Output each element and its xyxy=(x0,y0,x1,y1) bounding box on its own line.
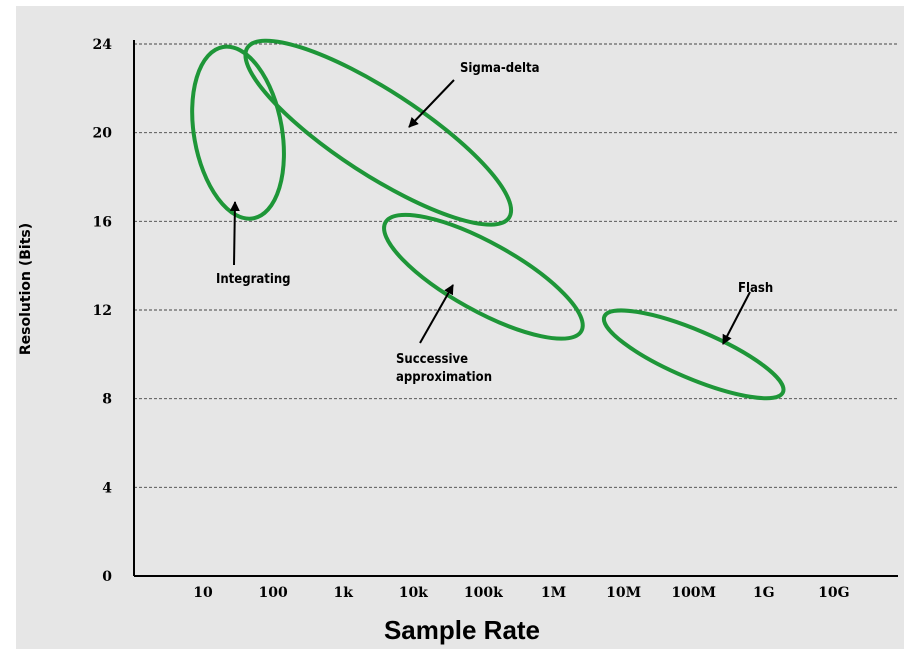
x-tick-label: 1G xyxy=(753,585,775,601)
label-sigma-delta: Sigma-delta xyxy=(460,61,540,76)
y-tick-label: 16 xyxy=(93,214,112,230)
x-tick-label: 1M xyxy=(541,585,566,601)
arrow-integrating xyxy=(229,201,240,266)
y-tick-label: 12 xyxy=(93,303,112,319)
x-tick-label: 10M xyxy=(606,585,641,601)
x-tick-label: 10G xyxy=(818,585,849,601)
x-tick-label: 10 xyxy=(193,585,213,601)
label-flash: Flash xyxy=(738,281,773,296)
x-tick-label: 100k xyxy=(464,585,503,601)
region-flash xyxy=(601,308,786,401)
x-tick-label: 100M xyxy=(671,585,716,601)
chart-background xyxy=(16,6,904,649)
y-tick-label: 0 xyxy=(102,569,112,585)
arrow-sigma-delta xyxy=(408,79,455,128)
label-successive-approximation: approximation xyxy=(396,370,492,385)
x-tick-label: 1k xyxy=(333,585,353,601)
x-tick-label: 100 xyxy=(258,585,287,601)
region-sigma-delta xyxy=(243,38,514,227)
region-successive-approximation xyxy=(382,212,585,341)
arrow-flash xyxy=(722,291,751,345)
y-tick-label: 8 xyxy=(102,392,112,408)
y-tick-label: 4 xyxy=(102,480,112,496)
arrow-successive-approximation xyxy=(419,284,454,344)
label-successive-approximation: Successive xyxy=(396,352,468,367)
label-integrating: Integrating xyxy=(216,272,291,287)
x-tick-label: 10k xyxy=(399,585,428,601)
y-tick-label: 24 xyxy=(93,37,113,53)
y-tick-label: 20 xyxy=(93,126,113,142)
x-axis-label: Sample Rate xyxy=(383,615,541,645)
region-integrating xyxy=(190,44,286,221)
